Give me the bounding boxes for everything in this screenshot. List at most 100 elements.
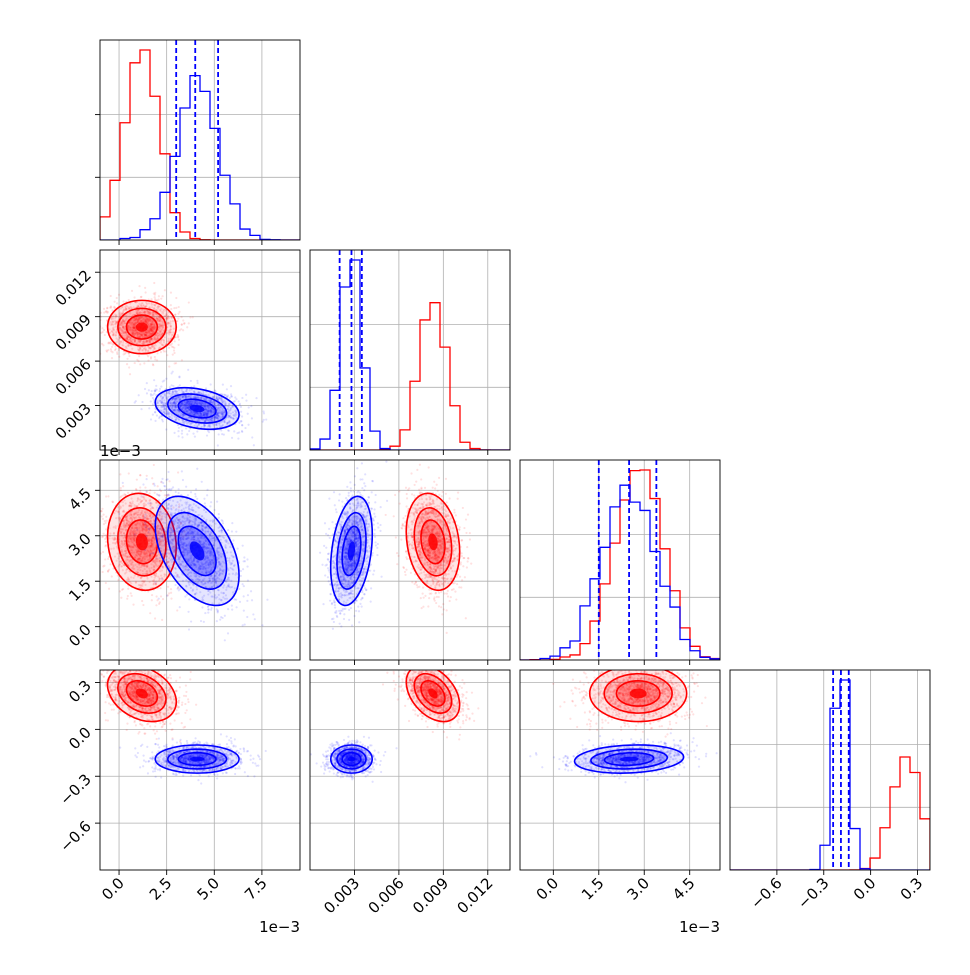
- sample-point: [261, 624, 263, 626]
- sample-point: [243, 595, 245, 597]
- sample-point: [105, 544, 107, 546]
- sample-point: [206, 494, 208, 496]
- sample-point: [156, 414, 158, 416]
- sample-point: [162, 420, 164, 422]
- sample-point: [230, 393, 232, 395]
- sample-point: [111, 575, 113, 577]
- sample-point: [102, 571, 104, 573]
- sample-point: [128, 355, 130, 357]
- sample-point: [113, 306, 115, 308]
- sample-point: [240, 411, 242, 413]
- sample-point: [96, 322, 98, 324]
- sample-point: [176, 320, 178, 322]
- sample-point: [175, 336, 177, 338]
- sample-point: [197, 382, 199, 384]
- sample-point: [266, 599, 268, 601]
- sample-point: [97, 601, 99, 603]
- sample-point: [164, 494, 166, 496]
- sample-point: [136, 479, 138, 481]
- sample-point: [103, 565, 105, 567]
- sample-point: [170, 292, 172, 294]
- sample-point: [154, 356, 156, 358]
- sample-point: [93, 325, 95, 327]
- sample-point: [244, 427, 246, 429]
- sample-point: [145, 535, 147, 537]
- sample-point: [178, 427, 180, 429]
- sample-point: [112, 501, 114, 503]
- sample-point: [241, 430, 243, 432]
- sample-point: [238, 400, 240, 402]
- sample-point: [115, 348, 117, 350]
- sample-point: [168, 347, 170, 349]
- panel-1-1: [310, 250, 510, 455]
- sample-point: [110, 341, 112, 343]
- sample-point: [103, 523, 105, 525]
- sample-point: [102, 514, 104, 516]
- sample-point: [175, 362, 177, 364]
- sample-point: [126, 358, 128, 360]
- sample-point: [177, 334, 179, 336]
- sample-point: [96, 550, 98, 552]
- sample-point: [265, 418, 267, 420]
- sample-point: [142, 604, 144, 606]
- sample-point: [102, 518, 104, 520]
- sample-point: [177, 492, 179, 494]
- sample-point: [132, 604, 134, 606]
- sample-point: [158, 299, 160, 301]
- panel-content: [310, 250, 510, 450]
- sample-point: [245, 400, 247, 402]
- sample-point: [90, 336, 92, 338]
- sample-point: [181, 470, 183, 472]
- sample-point: [173, 352, 175, 354]
- sample-point: [226, 388, 228, 390]
- sample-point: [240, 406, 242, 408]
- sample-point: [179, 384, 181, 386]
- sample-point: [227, 632, 229, 634]
- sample-point: [101, 508, 103, 510]
- sample-point: [161, 578, 163, 580]
- sample-point: [108, 588, 110, 590]
- sample-point: [144, 516, 146, 518]
- sample-point: [247, 579, 249, 581]
- sample-point: [168, 480, 170, 482]
- sample-point: [246, 565, 248, 567]
- sample-point: [153, 464, 155, 466]
- sample-point: [143, 362, 145, 364]
- sample-point: [150, 357, 152, 359]
- sample-point: [127, 595, 129, 597]
- sample-point: [144, 287, 146, 289]
- sample-point: [159, 388, 161, 390]
- sample-point: [158, 598, 160, 600]
- sample-point: [178, 306, 180, 308]
- sample-point: [91, 329, 93, 331]
- sample-point: [122, 485, 124, 487]
- sample-point: [213, 509, 215, 511]
- sample-point: [147, 355, 149, 357]
- sample-point: [247, 594, 249, 596]
- sample-point: [181, 430, 183, 432]
- sample-point: [133, 296, 135, 298]
- sample-point: [233, 430, 235, 432]
- sample-point: [150, 418, 152, 420]
- sample-point: [107, 495, 109, 497]
- sample-point: [225, 394, 227, 396]
- panel-2-0: [78, 460, 300, 665]
- sample-point: [142, 483, 144, 485]
- sample-point: [131, 595, 133, 597]
- sample-point: [162, 598, 164, 600]
- sample-point: [234, 396, 236, 398]
- sample-point: [158, 603, 160, 605]
- sample-point: [217, 444, 219, 446]
- sample-point: [154, 581, 156, 583]
- sample-point: [138, 285, 140, 287]
- sample-point: [196, 380, 198, 382]
- sample-point: [128, 299, 130, 301]
- sample-point: [122, 482, 124, 484]
- sample-point: [171, 372, 173, 374]
- sample-point: [97, 509, 99, 511]
- sample-point: [223, 434, 225, 436]
- sample-point: [155, 604, 157, 606]
- sample-point: [166, 594, 168, 596]
- sample-point: [116, 297, 118, 299]
